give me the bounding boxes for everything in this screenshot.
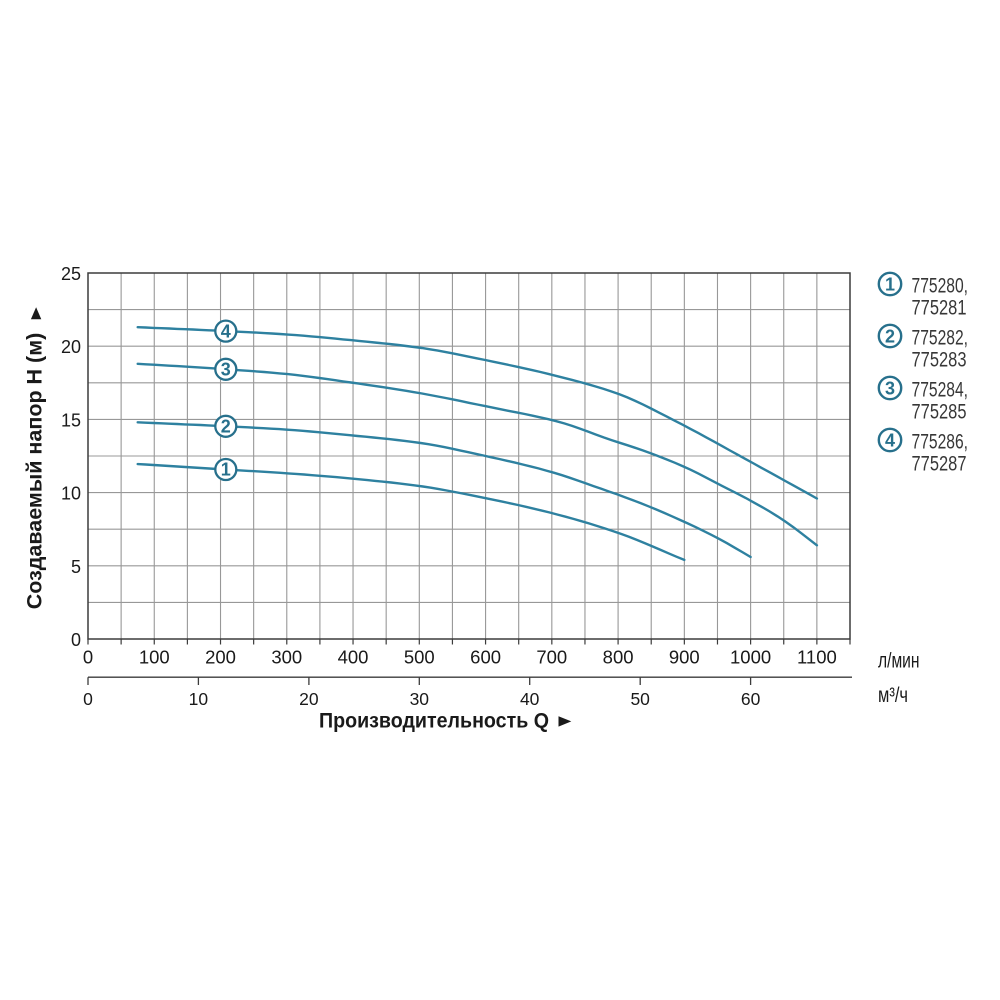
svg-text:775287: 775287 — [912, 452, 967, 476]
svg-text:100: 100 — [139, 647, 170, 668]
svg-text:3: 3 — [221, 360, 231, 380]
svg-text:1: 1 — [221, 460, 231, 480]
svg-text:0: 0 — [83, 647, 93, 668]
svg-text:0: 0 — [71, 630, 81, 650]
svg-text:775282,: 775282, — [912, 326, 969, 350]
svg-text:2: 2 — [885, 326, 895, 346]
svg-text:200: 200 — [205, 647, 236, 668]
svg-text:900: 900 — [669, 647, 700, 668]
svg-text:Создаваемый напор Н (м): Создаваемый напор Н (м) — [23, 333, 47, 610]
svg-text:500: 500 — [404, 647, 435, 668]
svg-text:0: 0 — [83, 689, 93, 709]
svg-text:4: 4 — [221, 321, 231, 341]
svg-text:1: 1 — [885, 274, 895, 294]
svg-text:775283: 775283 — [912, 348, 967, 372]
svg-text:775280,: 775280, — [912, 274, 969, 298]
svg-text:60: 60 — [741, 689, 761, 709]
svg-text:10: 10 — [189, 689, 209, 709]
svg-text:775286,: 775286, — [912, 430, 969, 454]
svg-text:15: 15 — [61, 410, 81, 430]
svg-text:л/мин: л/мин — [878, 650, 920, 673]
svg-text:20: 20 — [61, 337, 81, 357]
svg-text:30: 30 — [410, 689, 430, 709]
svg-text:50: 50 — [630, 689, 650, 709]
svg-text:4: 4 — [885, 430, 895, 450]
svg-text:775284,: 775284, — [912, 378, 969, 402]
svg-text:1100: 1100 — [797, 647, 837, 668]
svg-text:400: 400 — [338, 647, 369, 668]
svg-text:2: 2 — [221, 417, 231, 437]
svg-text:м³/ч: м³/ч — [878, 684, 908, 707]
svg-text:300: 300 — [271, 647, 302, 668]
svg-text:800: 800 — [603, 647, 634, 668]
svg-text:10: 10 — [61, 484, 81, 504]
svg-text:25: 25 — [61, 264, 81, 284]
svg-text:40: 40 — [520, 689, 540, 709]
svg-text:5: 5 — [71, 557, 81, 577]
svg-text:600: 600 — [470, 647, 501, 668]
svg-text:Производительность Q: Производительность Q — [319, 710, 549, 733]
svg-text:700: 700 — [536, 647, 567, 668]
svg-text:1000: 1000 — [730, 647, 771, 668]
svg-text:20: 20 — [299, 689, 319, 709]
svg-text:775281: 775281 — [912, 296, 967, 320]
svg-text:3: 3 — [885, 378, 895, 398]
svg-text:775285: 775285 — [912, 400, 967, 424]
